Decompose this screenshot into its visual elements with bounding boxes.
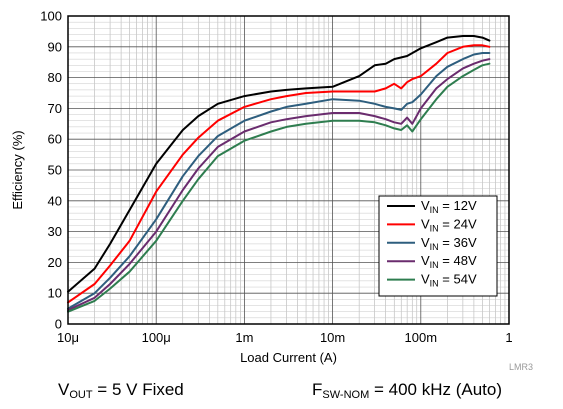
series-line-5 <box>67 62 491 313</box>
x-tick-labels: 10μ 100μ 1m 10m 100m 1 <box>57 330 513 345</box>
x-tick-label: 10μ <box>57 330 79 345</box>
watermark-text: LMR3 <box>509 362 533 372</box>
series-line-1 <box>67 35 491 293</box>
legend-label-5: VIN = 54V <box>421 272 477 289</box>
x-tick-label: 100m <box>405 330 438 345</box>
plot-frame <box>67 15 510 325</box>
y-axis-title: Efficiency (%) <box>10 130 25 209</box>
y-tick-label: 10 <box>48 286 62 301</box>
legend-label-2: VIN = 24V <box>421 216 477 233</box>
series-lines <box>67 35 491 313</box>
footer-vout-note: VOUT = 5 V Fixed <box>58 380 184 401</box>
legend-label-3: VIN = 36V <box>421 235 477 252</box>
y-tick-labels: 0 10 20 30 40 50 60 70 80 90 100 <box>40 9 62 332</box>
x-tick-label: 1m <box>235 330 253 345</box>
series-line-2 <box>67 44 491 304</box>
x-tick-label: 100μ <box>142 330 171 345</box>
y-tick-label: 80 <box>48 70 62 85</box>
y-tick-label: 20 <box>48 255 62 270</box>
y-tick-label: 50 <box>48 163 62 178</box>
y-tick-label: 60 <box>48 132 62 147</box>
series-line-3 <box>67 52 491 310</box>
series-line-4 <box>67 58 491 312</box>
legend-label-4: VIN = 48V <box>421 253 477 270</box>
x-tick-label: 10m <box>320 330 345 345</box>
x-axis-title: Load Current (A) <box>240 350 337 365</box>
y-tick-label: 90 <box>48 39 62 54</box>
y-tick-label: 30 <box>48 224 62 239</box>
footer-fsw-note: FSW-NOM = 400 kHz (Auto) <box>312 380 503 401</box>
x-tick-label: 1 <box>505 330 512 345</box>
y-tick-label: 0 <box>55 317 62 332</box>
legend-label-1: VIN = 12V <box>421 198 477 215</box>
y-tick-label: 70 <box>48 101 62 116</box>
y-tick-label: 100 <box>40 9 62 24</box>
y-tick-label: 40 <box>48 193 62 208</box>
